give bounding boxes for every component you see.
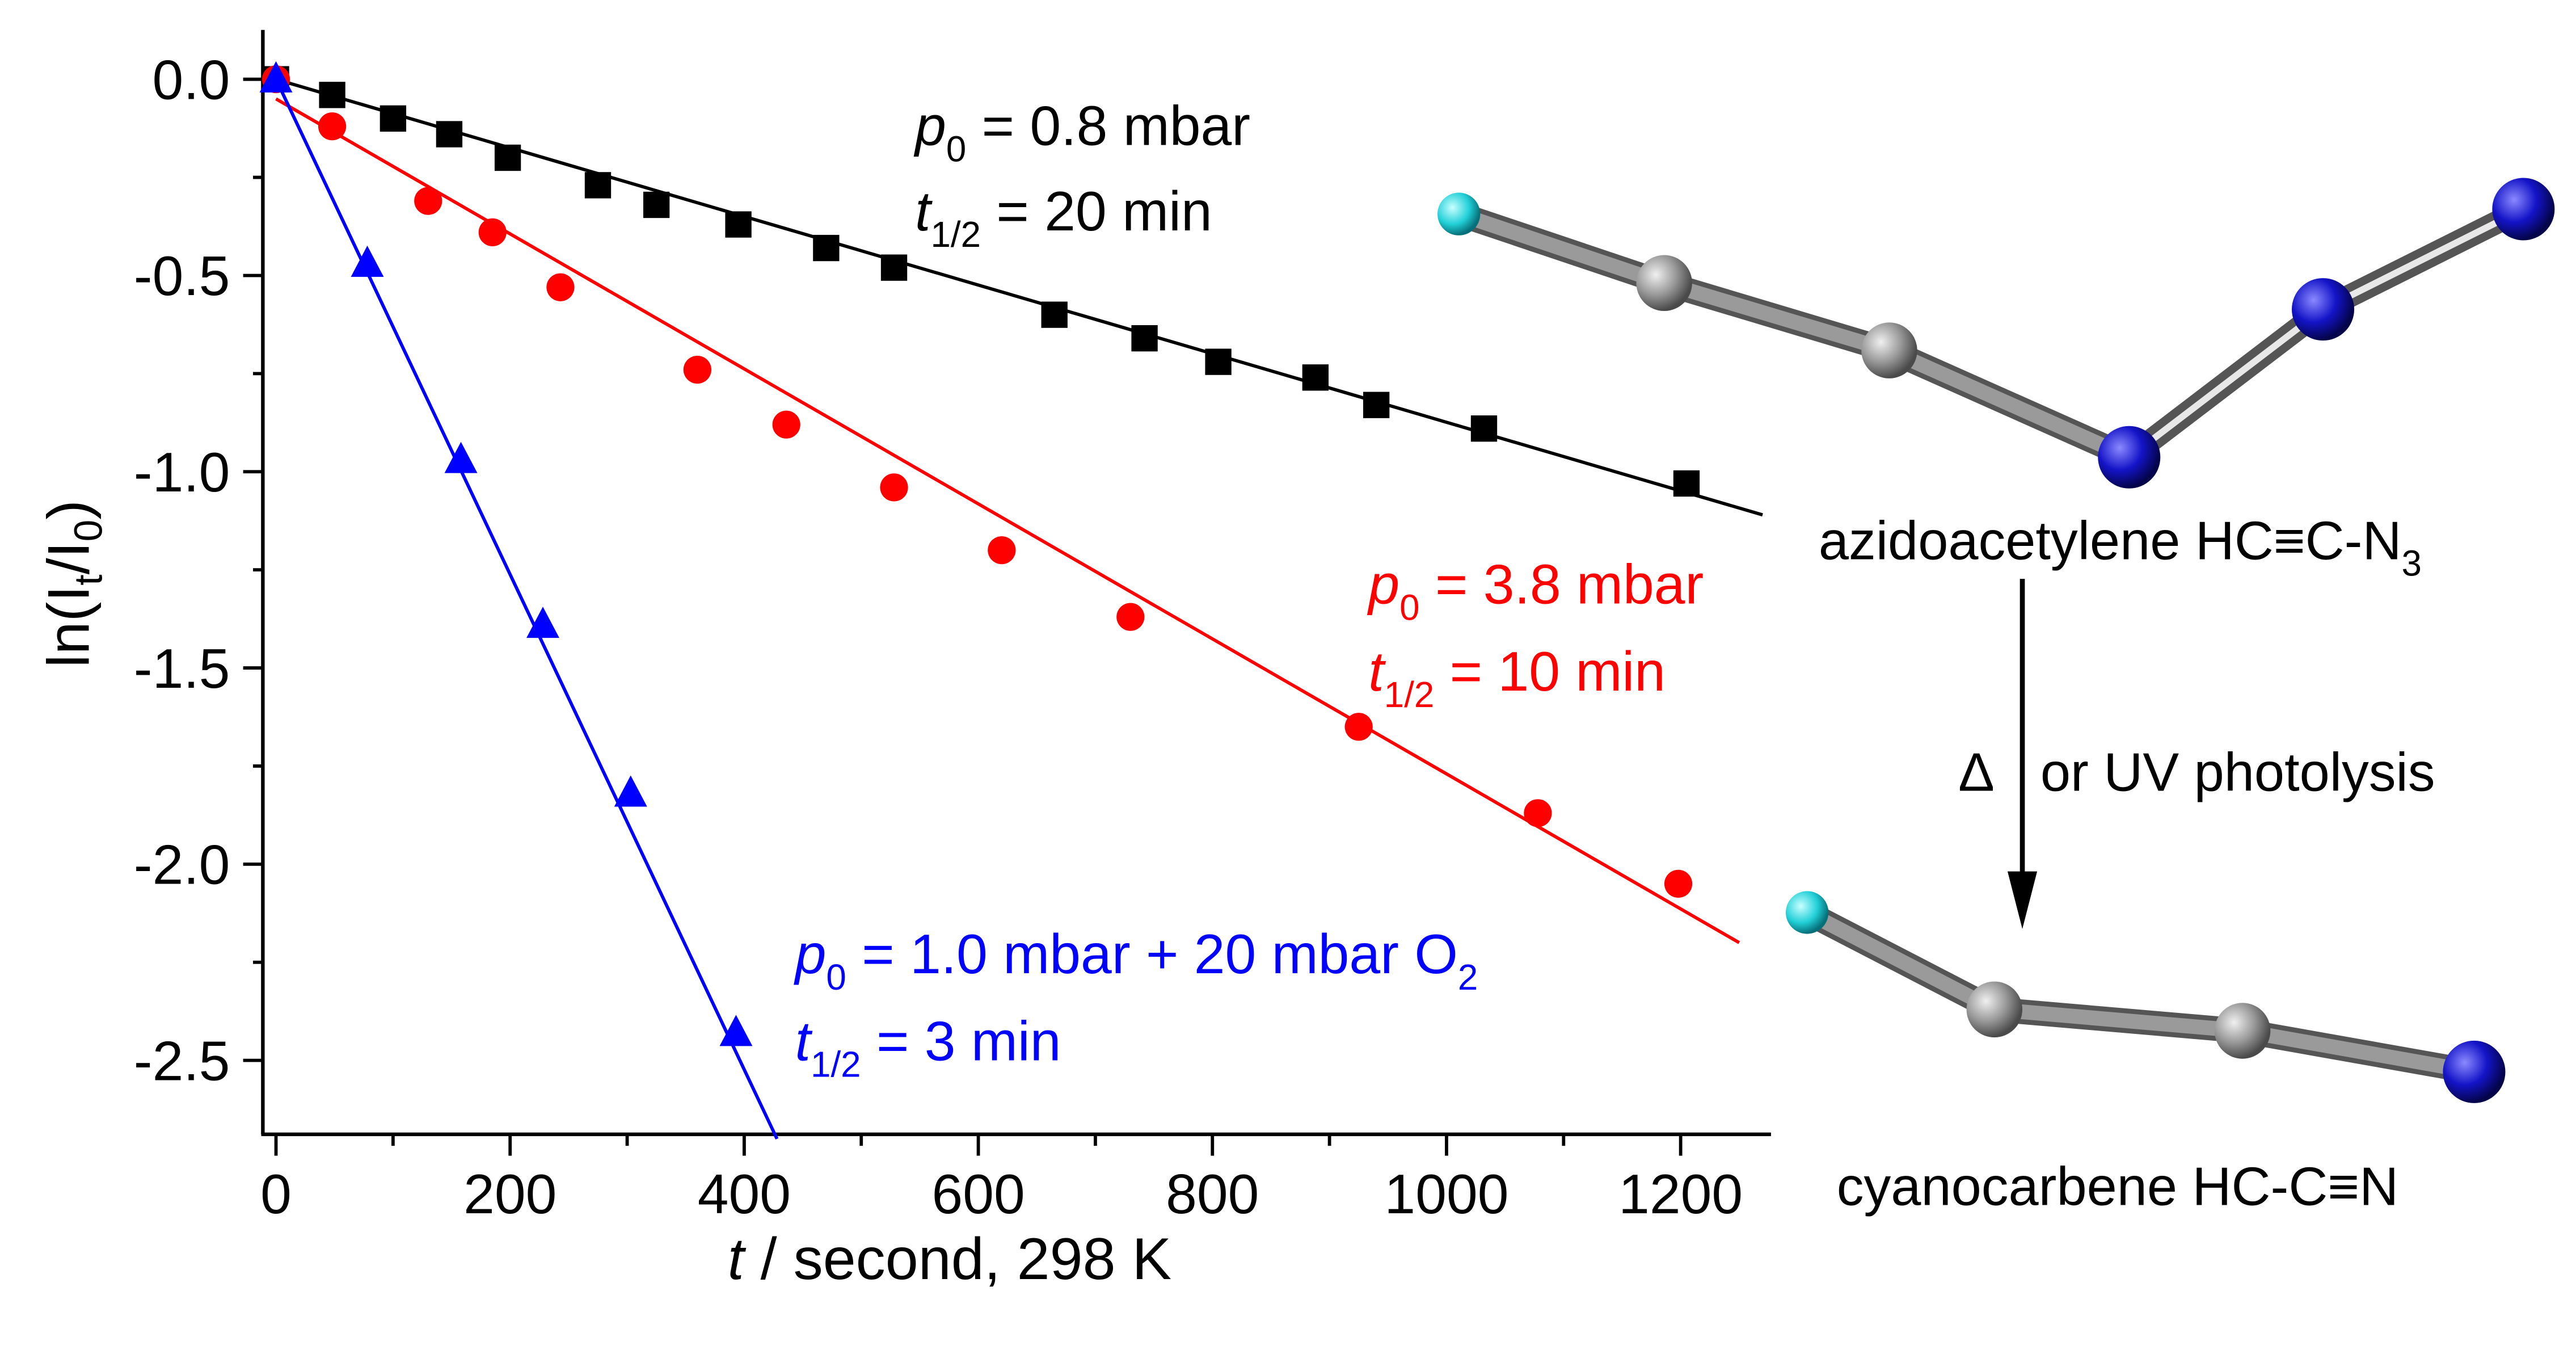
carbon-atom	[1636, 255, 1692, 312]
fit-line-circle	[275, 97, 1740, 944]
annotation-blue: p0 = 1.0 mbar + 20 mbar O2 t1/2 = 3 min	[794, 923, 1478, 1084]
data-point-square	[436, 121, 463, 148]
svg-text:t1/2 = 20 min: t1/2 = 20 min	[915, 180, 1212, 255]
x-tick-label: 800	[1166, 1163, 1259, 1225]
nitrogen-atom	[2492, 178, 2555, 241]
y-ticks: 0.0 -0.5 -1.0 -1.5 -2.0 -2.5	[134, 48, 263, 1092]
y-tick-label: -0.5	[134, 245, 230, 307]
y-tick-label: -2.5	[134, 1029, 230, 1092]
x-ticks: 0 200 400 600 800 1000 1200	[260, 1134, 1743, 1225]
data-point-circle	[318, 112, 347, 141]
x-tick-label: 0	[260, 1163, 292, 1225]
data-point-triangle	[719, 1015, 753, 1046]
data-markers	[259, 61, 1700, 1046]
carbon-atom	[1966, 981, 2023, 1038]
x-tick-label: 200	[463, 1163, 556, 1225]
data-point-circle	[1116, 603, 1145, 631]
x-axis-title: t / second, 298 K	[728, 1226, 1171, 1292]
data-point-circle	[414, 187, 442, 215]
data-point-square	[319, 82, 345, 108]
condition-text: or UV photolysis	[2040, 742, 2435, 803]
data-point-square	[494, 144, 521, 171]
data-point-triangle	[444, 441, 478, 473]
arrow-head-icon	[2007, 871, 2038, 929]
data-point-square	[1041, 301, 1068, 328]
svg-text:t1/2 = 10 min: t1/2 = 10 min	[1368, 640, 1666, 715]
data-point-triangle	[614, 775, 647, 807]
plot-area: 0.0 -0.5 -1.0 -1.5 -2.0 -2.5 0 200 400 600 800 100…	[134, 30, 1771, 1225]
data-point-circle	[1344, 713, 1373, 741]
y-axis-title: ln(It/I0)	[36, 500, 110, 667]
data-point-square	[584, 172, 612, 199]
x-tick-label: 600	[931, 1163, 1025, 1225]
data-point-triangle	[351, 245, 384, 277]
hydrogen-atom	[1437, 192, 1481, 235]
condition-symbol: Δ	[1958, 742, 1995, 803]
data-point-square	[813, 234, 840, 262]
carbon-atom	[2214, 1003, 2271, 1059]
data-point-square	[643, 191, 670, 218]
svg-text:p0 = 3.8 mbar: p0 = 3.8 mbar	[1367, 553, 1704, 628]
x-tick-label: 1000	[1384, 1163, 1508, 1225]
data-point-square	[1131, 325, 1158, 352]
cyanocarbene-molecule	[1786, 891, 2506, 1103]
data-point-square	[880, 254, 908, 281]
fit-line-triangle	[274, 78, 779, 1140]
svg-text:p0 = 0.8 mbar: p0 = 0.8 mbar	[913, 95, 1250, 170]
annotation-black: p0 = 0.8 mbar t1/2 = 20 min	[913, 95, 1250, 255]
azidoacetylene-molecule	[1437, 178, 2555, 489]
carbon-atom	[1861, 322, 1917, 378]
data-point-triangle	[259, 61, 293, 92]
nitrogen-atom	[2098, 426, 2161, 489]
y-tick-label: -2.0	[134, 834, 230, 896]
data-point-triangle	[526, 607, 559, 638]
y-tick-label: -1.5	[134, 637, 230, 700]
annotation-red: p0 = 3.8 mbar t1/2 = 10 min	[1367, 553, 1704, 715]
svg-text:t1/2 = 3 min: t1/2 = 3 min	[795, 1010, 1061, 1085]
data-point-square	[1205, 348, 1232, 375]
data-point-square	[380, 105, 407, 132]
y-tick-label: 0.0	[153, 48, 230, 111]
x-tick-label: 400	[698, 1163, 791, 1225]
data-point-circle	[683, 355, 711, 384]
y-tick-label: -1.0	[134, 441, 230, 503]
svg-text:p0 = 1.0 mbar + 20 mbar O2: p0 = 1.0 mbar + 20 mbar O2	[794, 923, 1478, 998]
data-point-square	[1363, 392, 1390, 418]
data-point-circle	[546, 273, 575, 301]
data-point-circle	[880, 473, 908, 502]
data-point-circle	[1664, 869, 1693, 898]
data-point-square	[1302, 364, 1329, 391]
data-point-circle	[772, 410, 800, 439]
reaction-arrow	[2007, 579, 2038, 929]
fit-lines	[274, 77, 1763, 1140]
product-label: cyanocarbene HC-C≡N	[1837, 1156, 2398, 1217]
data-point-square	[725, 211, 752, 238]
data-point-circle	[988, 536, 1016, 565]
fit-line-square	[275, 77, 1763, 517]
nitrogen-atom	[2443, 1040, 2506, 1103]
reactant-label: azidoacetylene HC≡C-N3	[1819, 510, 2422, 583]
data-point-square	[1673, 470, 1700, 497]
data-point-circle	[478, 218, 507, 247]
hydrogen-atom	[1786, 891, 1829, 934]
nitrogen-atom	[2291, 278, 2355, 341]
bonds	[1446, 197, 2535, 470]
data-point-square	[1470, 415, 1498, 442]
x-tick-label: 1200	[1618, 1163, 1743, 1225]
data-point-circle	[1524, 799, 1552, 827]
